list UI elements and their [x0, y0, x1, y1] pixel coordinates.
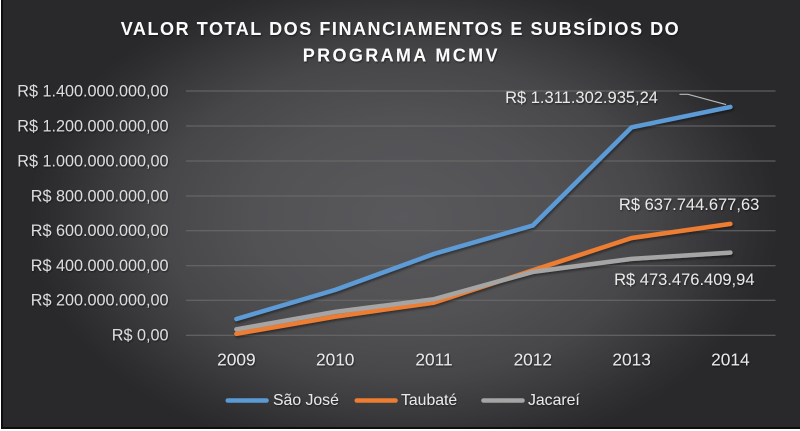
svg-text:2009: 2009 — [217, 349, 255, 369]
svg-text:Taubaté: Taubaté — [401, 392, 457, 409]
svg-text:2013: 2013 — [612, 349, 650, 369]
svg-text:2010: 2010 — [316, 349, 354, 369]
svg-text:R$ 600.000.000,00: R$ 600.000.000,00 — [31, 222, 169, 240]
svg-text:R$ 637.744.677,63: R$ 637.744.677,63 — [619, 196, 759, 214]
svg-text:R$ 0,00: R$ 0,00 — [112, 327, 169, 345]
svg-text:2014: 2014 — [711, 349, 750, 369]
svg-text:2011: 2011 — [415, 349, 452, 369]
svg-text:R$ 1.200.000.000,00: R$ 1.200.000.000,00 — [17, 117, 168, 135]
svg-text:R$ 1.000.000.000,00: R$ 1.000.000.000,00 — [17, 152, 168, 170]
svg-text:R$ 200.000.000,00: R$ 200.000.000,00 — [31, 292, 169, 310]
svg-text:VALOR TOTAL DOS FINANCIAMENTOS: VALOR TOTAL DOS FINANCIAMENTOS E SUBSÍDI… — [121, 18, 679, 39]
svg-text:R$ 800.000.000,00: R$ 800.000.000,00 — [31, 187, 169, 205]
svg-text:R$ 473.476.409,94: R$ 473.476.409,94 — [614, 271, 754, 289]
svg-text:PROGRAMA MCMV: PROGRAMA MCMV — [303, 45, 498, 65]
svg-text:R$ 400.000.000,00: R$ 400.000.000,00 — [31, 257, 169, 275]
svg-text:Jacareí: Jacareí — [528, 392, 580, 409]
svg-text:2012: 2012 — [514, 349, 552, 369]
svg-text:R$ 1.311.302.935,24: R$ 1.311.302.935,24 — [505, 89, 658, 107]
svg-text:São José: São José — [273, 392, 339, 409]
svg-text:R$ 1.400.000.000,00: R$ 1.400.000.000,00 — [17, 82, 168, 100]
